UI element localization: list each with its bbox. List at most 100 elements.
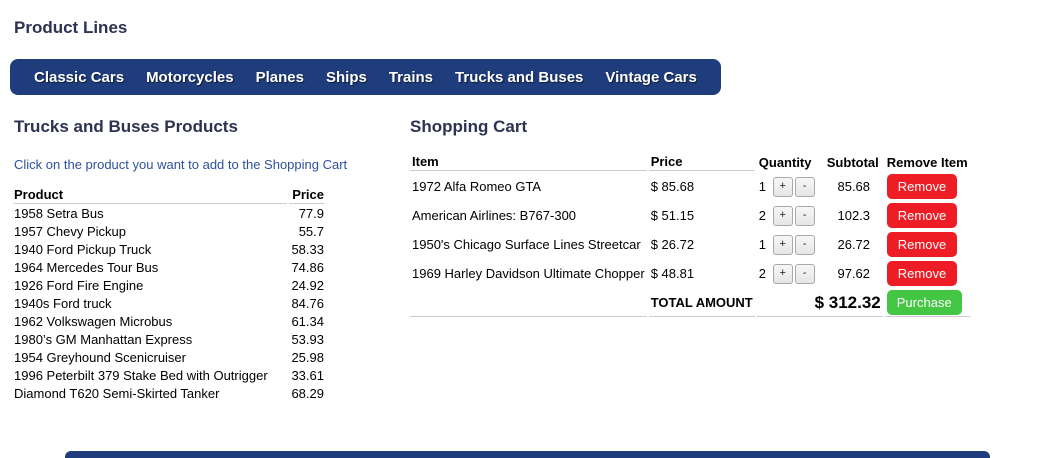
- remove-button[interactable]: Remove: [886, 174, 958, 199]
- bottom-bar: [65, 451, 990, 458]
- remove-button[interactable]: Remove: [886, 232, 958, 257]
- quantity-decrease-button[interactable]: -: [794, 263, 815, 284]
- product-name: 1962 Volkswagen Microbus: [14, 314, 173, 329]
- quantity-increase-button[interactable]: +: [772, 234, 793, 255]
- product-name: Diamond T620 Semi-Skirted Tanker: [14, 386, 220, 401]
- product-row[interactable]: 1940s Ford truck 84.76: [14, 296, 324, 312]
- product-row[interactable]: 1958 Setra Bus 77.9: [14, 206, 324, 222]
- quantity-decrease-button[interactable]: -: [794, 205, 815, 226]
- products-panel: Trucks and Buses Products Click on the p…: [14, 95, 410, 404]
- product-price: 77.9: [298, 206, 324, 221]
- quantity-increase-button[interactable]: +: [772, 176, 793, 197]
- product-name: 1940s Ford truck: [14, 296, 112, 311]
- cart-col-price: Price: [648, 153, 755, 171]
- nav-item-vintage-cars[interactable]: Vintage Cars: [605, 68, 697, 86]
- product-row[interactable]: 1996 Peterbilt 379 Stake Bed with Outrig…: [14, 368, 324, 384]
- product-price: 61.34: [291, 314, 324, 329]
- cart-item-subtotal: 97.62: [837, 266, 871, 281]
- product-price: 25.98: [291, 350, 324, 365]
- remove-button[interactable]: Remove: [886, 203, 958, 228]
- product-row[interactable]: 1962 Volkswagen Microbus 61.34: [14, 314, 324, 330]
- quantity-value: 1: [758, 237, 766, 252]
- cart-item-quantity-cell: 1 + -: [757, 173, 823, 200]
- product-row[interactable]: 1926 Ford Fire Engine 24.92: [14, 278, 324, 294]
- product-row[interactable]: 1957 Chevy Pickup 55.7: [14, 224, 324, 240]
- cart-col-remove: Remove Item: [886, 154, 968, 170]
- product-name: 1958 Setra Bus: [14, 206, 104, 221]
- total-amount-label: TOTAL AMOUNT: [648, 289, 755, 317]
- product-row[interactable]: 1954 Greyhound Scenicruiser 25.98: [14, 350, 324, 366]
- cart-item-remove-cell: Remove: [885, 173, 970, 200]
- cart-item-quantity-cell: 1 + -: [757, 231, 823, 258]
- product-price: 53.93: [291, 332, 324, 347]
- product-name: 1964 Mercedes Tour Bus: [14, 260, 159, 275]
- product-row[interactable]: 1940 Ford Pickup Truck 58.33: [14, 242, 324, 258]
- nav-item-planes[interactable]: Planes: [255, 68, 304, 86]
- nav-item-motorcycles[interactable]: Motorcycles: [146, 68, 234, 86]
- nav-item-classic-cars[interactable]: Classic Cars: [34, 68, 125, 86]
- cart-col-subtotal: Subtotal: [826, 154, 879, 170]
- quantity-decrease-button[interactable]: -: [794, 176, 815, 197]
- total-amount-value: $ 312.32: [756, 289, 883, 317]
- purchase-cell: Purchase: [884, 289, 970, 317]
- cart-item-name: 1969 Harley Davidson Ultimate Chopper: [412, 266, 645, 281]
- cart-item-name: 1972 Alfa Romeo GTA: [412, 179, 542, 194]
- product-price: 58.33: [291, 242, 324, 257]
- cart-item-remove-cell: Remove: [885, 202, 970, 229]
- product-price: 33.61: [291, 368, 324, 383]
- products-heading: Trucks and Buses Products: [14, 117, 238, 136]
- cart-item-subtotal: 26.72: [837, 237, 871, 252]
- product-price: 74.86: [291, 260, 324, 275]
- quantity-increase-button[interactable]: +: [772, 263, 793, 284]
- quantity-decrease-button[interactable]: -: [794, 234, 815, 255]
- quantity-value: 2: [758, 208, 766, 223]
- cart-item-price: $ 85.68: [650, 179, 695, 194]
- cart-item-quantity-cell: 2 + -: [757, 260, 823, 287]
- cart-item-price: $ 26.72: [650, 237, 695, 252]
- products-col-price: Price: [288, 186, 324, 204]
- cart-col-quantity: Quantity: [758, 154, 812, 170]
- product-row[interactable]: 1980’s GM Manhattan Express 53.93: [14, 332, 324, 348]
- nav-item-trains[interactable]: Trains: [388, 68, 434, 86]
- products-header-row: Product Price: [14, 186, 324, 204]
- cart-item-name: American Airlines: B767-300: [412, 208, 577, 223]
- cart-row: American Airlines: B767-300 $ 51.15 2 + -…: [410, 202, 970, 229]
- product-name: 1957 Chevy Pickup: [14, 224, 127, 239]
- remove-button[interactable]: Remove: [886, 261, 958, 286]
- cart-header-row: Item Price Quantity Subtotal Remove Item: [410, 153, 970, 171]
- page-title: Product Lines: [14, 18, 128, 37]
- cart-item-quantity-cell: 2 + -: [757, 202, 823, 229]
- product-price: 68.29: [291, 386, 324, 401]
- cart-item-subtotal: 85.68: [837, 179, 871, 194]
- product-name: 1996 Peterbilt 379 Stake Bed with Outrig…: [14, 368, 268, 383]
- product-price: 24.92: [291, 278, 324, 293]
- product-price: 84.76: [291, 296, 324, 311]
- total-row-spacer: [410, 289, 647, 317]
- cart-item-name: 1950's Chicago Surface Lines Streetcar: [412, 237, 641, 252]
- nav-item-ships[interactable]: Ships: [325, 68, 367, 86]
- cart-item-remove-cell: Remove: [885, 231, 970, 258]
- cart-item-price: $ 48.81: [650, 266, 695, 281]
- cart-col-item: Item: [410, 153, 647, 171]
- cart-row: 1950's Chicago Surface Lines Streetcar $…: [410, 231, 970, 258]
- nav-item-trucks-and-buses[interactable]: Trucks and Buses: [455, 68, 584, 86]
- product-name: 1954 Greyhound Scenicruiser: [14, 350, 186, 365]
- page: Product Lines Classic Cars Motorcycles P…: [10, 18, 1041, 404]
- main-content: Trucks and Buses Products Click on the p…: [14, 95, 1041, 404]
- shopping-cart-panel: Shopping Cart Item Price Quantity Subtot…: [410, 95, 1041, 319]
- cart-table: Item Price Quantity Subtotal Remove Item…: [408, 151, 972, 319]
- cart-item-remove-cell: Remove: [885, 260, 970, 287]
- product-row[interactable]: 1964 Mercedes Tour Bus 74.86: [14, 260, 324, 276]
- quantity-value: 1: [758, 179, 766, 194]
- purchase-button[interactable]: Purchase: [886, 290, 962, 315]
- product-name: 1980’s GM Manhattan Express: [14, 332, 193, 347]
- products-instruction: Click on the product you want to add to …: [14, 157, 348, 172]
- cart-total-row: TOTAL AMOUNT $ 312.32 Purchase: [410, 289, 970, 317]
- product-name: 1940 Ford Pickup Truck: [14, 242, 152, 257]
- cart-row: 1969 Harley Davidson Ultimate Chopper $ …: [410, 260, 970, 287]
- quantity-increase-button[interactable]: +: [772, 205, 793, 226]
- product-name: 1926 Ford Fire Engine: [14, 278, 144, 293]
- product-row[interactable]: Diamond T620 Semi-Skirted Tanker 68.29: [14, 386, 324, 402]
- product-lines-navbar: Classic Cars Motorcycles Planes Ships Tr…: [10, 59, 721, 95]
- cart-item-price: $ 51.15: [650, 208, 695, 223]
